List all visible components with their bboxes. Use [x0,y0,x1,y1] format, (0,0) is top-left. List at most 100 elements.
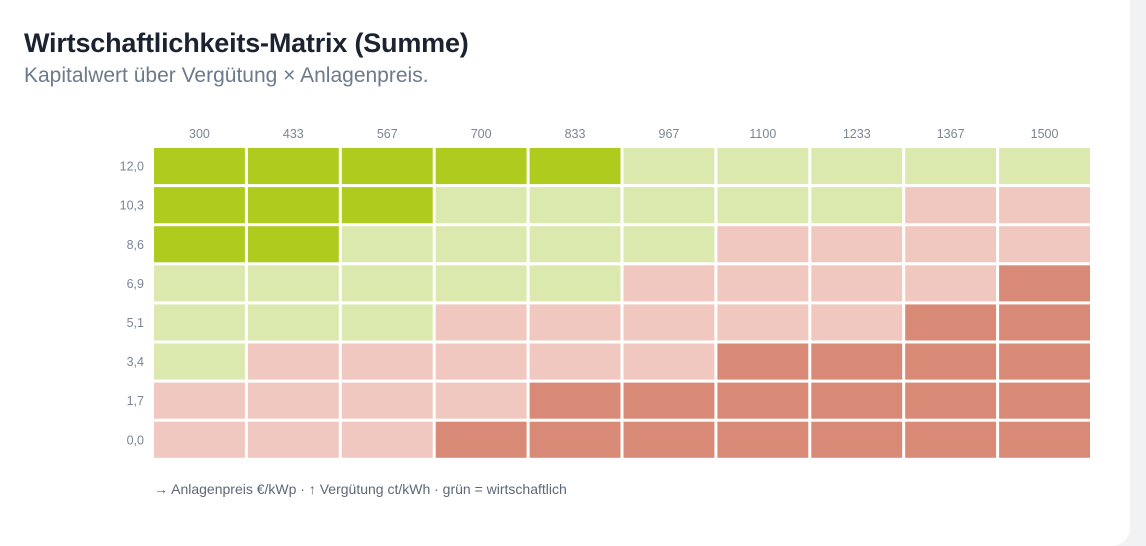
y-tick-label: 12,0 [120,160,144,174]
heatmap-cell [717,421,809,458]
heatmap-cell [905,343,997,380]
heatmap-cell [435,187,527,224]
heatmap-cell [529,382,621,419]
x-tick-label: 967 [659,127,680,141]
x-tick-label: 433 [283,127,304,141]
x-tick-label: 1367 [937,127,965,141]
heatmap-cell [435,421,527,458]
heatmap-cell [529,343,621,380]
heatmap-cell [717,187,809,224]
heatmap-cell [247,187,339,224]
heatmap-cell [247,304,339,341]
heatmap-cell [811,382,903,419]
y-tick-label: 10,3 [120,199,144,213]
heatmap-cell [999,265,1090,302]
heatmap-cell [247,382,339,419]
y-tick-label: 3,4 [127,355,144,369]
chart-title: Wirtschaftlichkeits-Matrix (Summe) [24,28,469,58]
heatmap-cell [529,187,621,224]
x-tick-label: 1233 [843,127,871,141]
heatmap-cell [529,421,621,458]
heatmap-cell [623,148,715,185]
heatmap-cell [154,226,245,263]
y-tick-label: 1,7 [127,394,144,408]
heatmap-cell [247,421,339,458]
x-tick-label: 833 [565,127,586,141]
heatmap-cell [811,304,903,341]
y-tick-label: 6,9 [127,277,144,291]
heatmap-cell [435,226,527,263]
heatmap-cell [623,382,715,419]
heatmap-cell [999,304,1090,341]
heatmap-cell [341,265,433,302]
heatmap-cell [999,421,1090,458]
heatmap-cell [341,148,433,185]
x-tick-label: 300 [189,127,210,141]
x-tick-label: 1500 [1031,127,1059,141]
heatmap-cell [623,343,715,380]
heatmap-cell [529,148,621,185]
heatmap-cell [717,148,809,185]
heatmap-cell [435,343,527,380]
heatmap-cell [811,265,903,302]
x-tick-label: 700 [471,127,492,141]
heatmap-cell [905,265,997,302]
heatmap-cell [529,265,621,302]
heatmap-cell [154,382,245,419]
heatmap-cell [341,382,433,419]
x-tick-label: 567 [377,127,398,141]
heatmap-cell [247,226,339,263]
heatmap-cell [717,226,809,263]
heatmap-cell [154,187,245,224]
heatmap-cell [905,382,997,419]
heatmap-cell [623,421,715,458]
heatmap-cell [623,226,715,263]
heatmap-cell [623,304,715,341]
heatmap-cell [999,343,1090,380]
heatmap-cell [811,148,903,185]
heatmap-cell [999,187,1090,224]
y-tick-label: 8,6 [127,238,144,252]
heatmap-cell [341,343,433,380]
heatmap-cell [905,226,997,263]
heatmap-cell [999,226,1090,263]
heatmap-cell [154,265,245,302]
heatmap-cell [811,226,903,263]
heatmap-cell [623,265,715,302]
heatmap-cell [154,148,245,185]
heatmap-cell [341,187,433,224]
heatmap-cell [717,265,809,302]
heatmap-cell [529,304,621,341]
y-tick-label: 0,0 [127,433,144,447]
heatmap-cell [999,148,1090,185]
heatmap-cell [247,265,339,302]
heatmap-cell [811,421,903,458]
heatmap-cell [154,304,245,341]
heatmap-cell [905,148,997,185]
x-tick-label: 1100 [749,127,776,141]
heatmap-cell [717,343,809,380]
chart-subtitle: Kapitalwert über Vergütung × Anlagenprei… [24,64,429,87]
heatmap-cell [905,304,997,341]
y-tick-label: 5,1 [127,316,144,330]
heatmap-cell [341,304,433,341]
heatmap-cell [435,265,527,302]
heatmap-cell [905,421,997,458]
heatmap-cell [435,304,527,341]
heatmap-cell [811,343,903,380]
heatmap-cell [717,304,809,341]
heatmap-cell [999,382,1090,419]
axis-caption: → Anlagenpreis €/kWp · ↑ Vergütung ct/kW… [154,481,567,497]
heatmap-cell [154,421,245,458]
heatmap-cell [247,343,339,380]
heatmap-cell [717,382,809,419]
heatmap-cell [341,421,433,458]
heatmap-cell [811,187,903,224]
heatmap-cell [247,148,339,185]
heatmap-cell [435,148,527,185]
heatmap-cell [623,187,715,224]
heatmap-cell [905,187,997,224]
heatmap-cell [435,382,527,419]
